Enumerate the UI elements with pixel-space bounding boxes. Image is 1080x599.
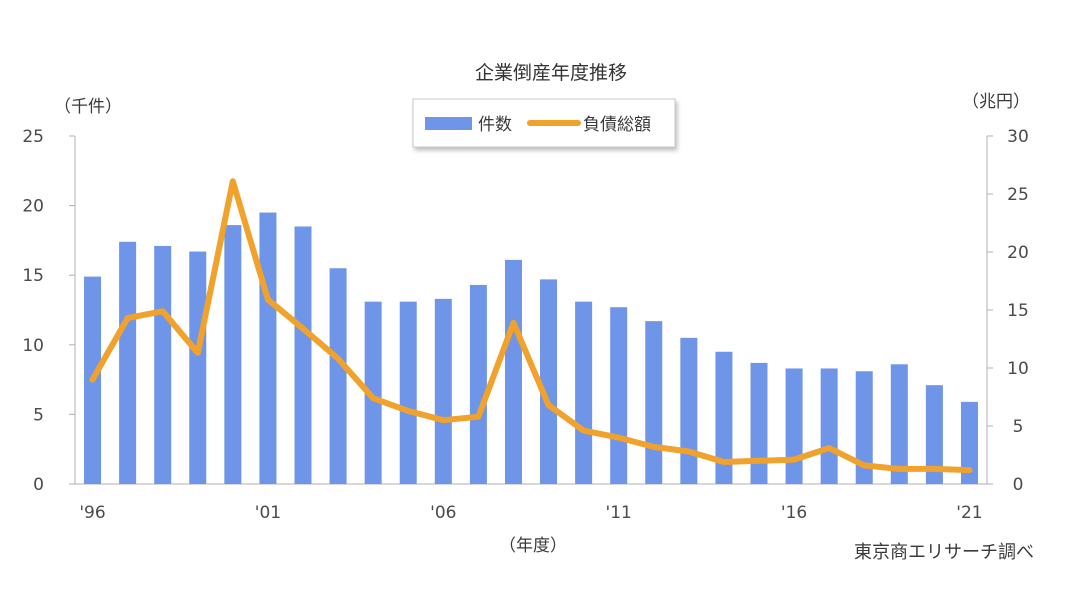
y-left-tick-label: 0 [33,475,44,495]
bar [189,251,207,484]
legend-bar-label: 件数 [478,115,512,135]
x-tick-label: '96 [79,503,105,523]
y-right-tick-label: 25 [1007,185,1029,205]
bar [785,368,803,484]
y-left-tick-label: 5 [33,405,44,425]
source-note: 東京商エリサーチ調べ [854,542,1034,563]
y-left-tick-label: 25 [22,127,44,147]
bar [224,225,242,484]
bar [399,301,417,484]
y-right-tick-label: 0 [1013,475,1024,495]
x-tick-label: '16 [781,503,807,523]
bar [960,401,978,484]
bar [119,241,137,484]
bar [294,226,312,485]
chart-title: 企業倒産年度推移 [475,62,627,84]
x-tick-label: '06 [430,503,456,523]
bar [364,301,382,484]
y-right-tick-label: 30 [1007,127,1029,147]
bar [575,301,593,484]
x-tick-label: '01 [255,503,281,523]
legend-bar-swatch [425,117,472,130]
y-left-unit-label: （千件） [54,97,122,117]
bar [434,298,452,484]
bar [504,259,522,484]
bar [890,364,908,484]
bar [469,284,487,484]
x-axis-label: （年度） [499,536,567,556]
y-right-unit-label: （兆円） [962,92,1030,112]
bar [645,321,663,484]
y-left-tick-label: 15 [22,266,44,286]
series-line-負債総額 [89,178,973,474]
bar [329,268,347,484]
bar [680,337,698,484]
y-left-tick-label: 20 [22,197,44,217]
bar [610,307,628,484]
bar [154,245,172,484]
legend: 件数 負債総額 [412,98,676,148]
y-right-tick-label: 15 [1007,301,1029,321]
y-right-tick-label: 5 [1013,417,1024,437]
bar [925,385,943,484]
bar [820,368,838,484]
bar [855,371,873,484]
legend-line-label: 負債総額 [583,115,651,135]
y-right-tick-label: 20 [1007,243,1029,263]
bar [715,351,733,484]
x-tick-label: '11 [606,503,632,523]
y-left-tick-label: 10 [22,336,44,356]
bar [750,362,768,484]
bar [259,212,277,484]
y-right-tick-label: 10 [1007,359,1029,379]
bar [540,279,558,484]
x-tick-label: '21 [956,503,982,523]
